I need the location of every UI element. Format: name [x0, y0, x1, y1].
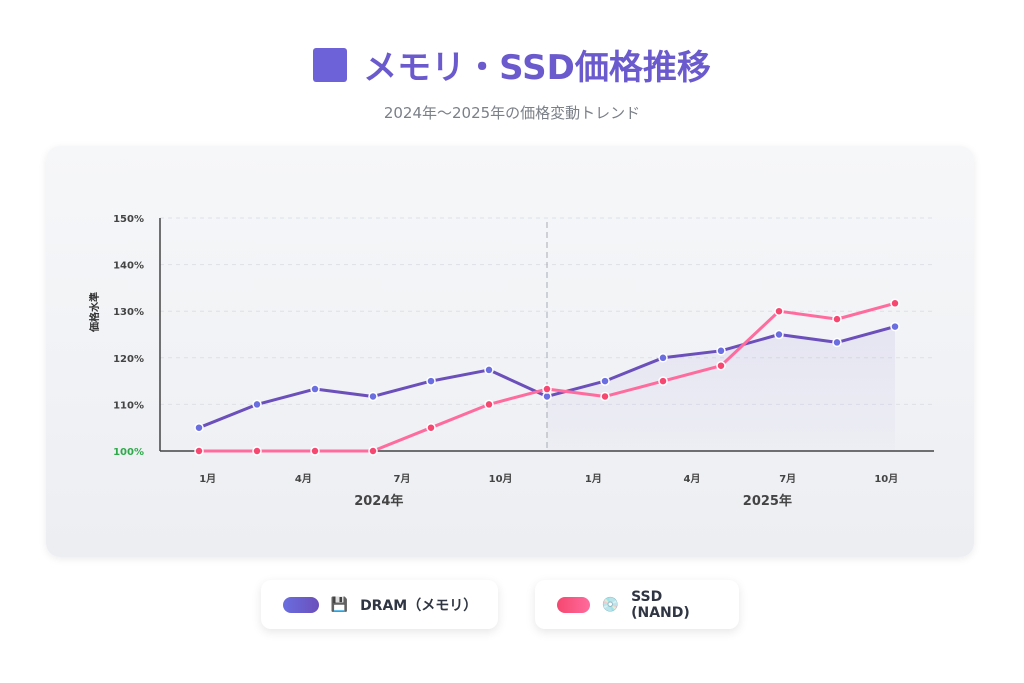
data-point [774, 329, 784, 340]
data-point [542, 384, 552, 394]
title-square-icon [313, 47, 348, 82]
disc-icon: 💿 [601, 596, 620, 613]
x-tick-label: 7月 [394, 473, 411, 485]
y-tick-label: 110% [113, 400, 144, 411]
data-point [252, 399, 262, 410]
data-point [310, 384, 320, 394]
data-point [600, 376, 610, 386]
legend-label: SSD (NAND) [631, 588, 690, 621]
data-point [832, 314, 842, 324]
data-point [716, 346, 726, 356]
legend-label: DRAM（メモリ） [360, 597, 478, 614]
subtitle: 2024年〜2025年の価格変動トレンド [383, 104, 641, 122]
data-point [310, 446, 320, 456]
x-tick-label: 4月 [684, 473, 701, 485]
legend-item-dram[interactable]: 💾 DRAM（メモリ） [261, 580, 498, 629]
data-point [832, 337, 842, 348]
data-point [194, 446, 204, 456]
data-point [426, 376, 436, 386]
x-tick-label: 10月 [874, 473, 898, 485]
x-tick-label: 10月 [489, 473, 513, 485]
y-tick-label: 100% [113, 447, 144, 458]
area-fill [547, 326, 895, 451]
data-point [368, 446, 378, 456]
legend-item-ssd[interactable]: 💿 SSD (NAND) [535, 580, 739, 629]
y-tick-label: 120% [113, 354, 144, 365]
data-point [890, 321, 900, 332]
data-point [368, 391, 378, 402]
title-text: メモリ・SSD価格推移 [363, 48, 711, 88]
year-label: 2025年 [743, 493, 792, 509]
data-point [426, 422, 436, 433]
data-point [658, 376, 668, 386]
x-tick-label: 7月 [779, 473, 796, 485]
data-point [194, 422, 204, 433]
data-point [484, 365, 494, 375]
data-point [600, 391, 610, 402]
data-point [658, 353, 668, 363]
y-tick-label: 140% [113, 261, 144, 272]
x-tick-label: 4月 [295, 473, 312, 485]
y-axis-label: 価格水準 [88, 292, 101, 333]
x-tick-label: 1月 [199, 473, 216, 485]
data-point [252, 446, 262, 456]
ssd-swatch [557, 596, 590, 613]
y-tick-label: 130% [113, 307, 144, 318]
dram-swatch [283, 596, 319, 613]
data-point [890, 298, 900, 309]
page-title: メモリ・SSD価格推移 [0, 40, 1024, 89]
y-tick-label: 150% [113, 214, 144, 225]
x-tick-label: 1月 [585, 473, 602, 485]
floppy-disk-icon: 💾 [330, 596, 349, 613]
data-point [716, 360, 726, 371]
data-point [774, 306, 784, 316]
year-label: 2024年 [354, 493, 403, 509]
data-point [484, 399, 494, 410]
